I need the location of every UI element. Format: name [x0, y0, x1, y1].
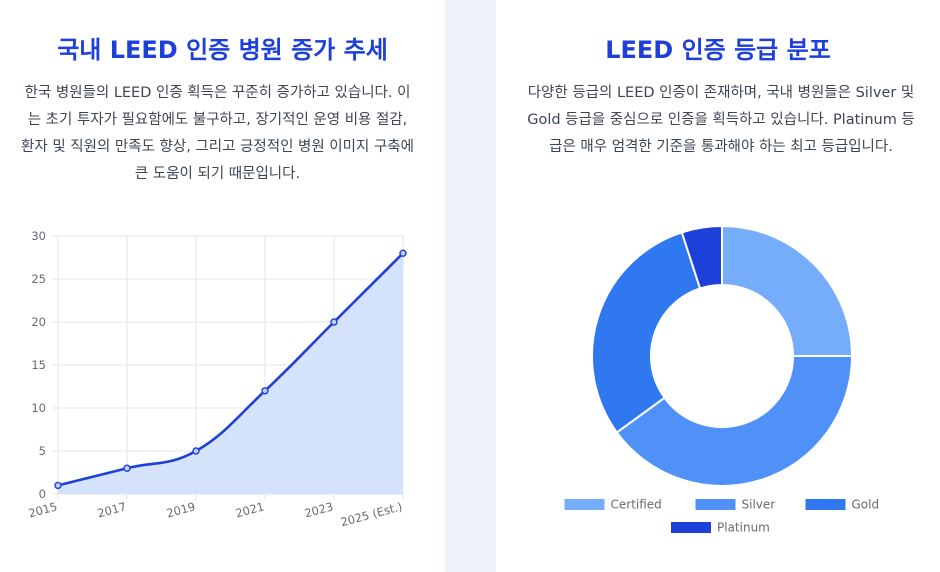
x-tick-label: 2025 (Est.): [339, 499, 404, 529]
distribution-title: LEED 인증 등급 분포: [605, 36, 831, 64]
legend-swatch: [564, 499, 605, 510]
donut-slice-platinum[interactable]: [680, 224, 723, 290]
y-tick-label: 0: [39, 487, 46, 501]
legend-item-silver[interactable]: Silver: [695, 498, 776, 512]
legend-swatch: [695, 499, 736, 510]
x-tick-label: 2021: [234, 499, 266, 520]
trend-description: 한국 병원들의 LEED 인증 획득은 꾸준히 증가하고 있습니다. 이는 초기…: [21, 85, 414, 182]
x-tick-label: 2017: [96, 499, 128, 520]
y-tick-label: 15: [31, 358, 46, 372]
legend-label: Gold: [852, 498, 880, 512]
grade-donut-chart: Certified Silver Gold Platinum: [564, 224, 880, 535]
trend-data-point[interactable]: [192, 447, 200, 455]
legend-swatch: [805, 499, 846, 510]
y-tick-label: 5: [39, 444, 46, 458]
trend-area-fill: [58, 253, 403, 494]
trend-line-chart: 0 5 10 15 20 25 30 2015 2017 2019 2021 2023 2025 (E…: [27, 229, 407, 529]
legend-item-platinum[interactable]: Platinum: [671, 521, 770, 535]
trend-data-point[interactable]: [261, 387, 269, 395]
distribution-description: 다양한 등급의 LEED 인증이 존재하며, 국내 병원들은 Silver 및 …: [527, 85, 915, 155]
y-tick-label: 20: [31, 315, 46, 329]
y-tick-label: 10: [31, 401, 46, 415]
donut-slice-certified[interactable]: [721, 224, 854, 357]
x-tick-label: 2023: [303, 499, 335, 520]
trend-data-point[interactable]: [399, 249, 407, 257]
legend-label: Platinum: [717, 521, 770, 535]
donut-slice-silver[interactable]: [615, 355, 854, 487]
y-tick-label: 25: [31, 272, 46, 286]
trend-data-point[interactable]: [330, 318, 338, 326]
legend-item-certified[interactable]: Certified: [564, 498, 662, 512]
donut-slice-gold[interactable]: [591, 231, 702, 434]
y-tick-label: 30: [31, 229, 46, 243]
legend-item-gold[interactable]: Gold: [805, 498, 880, 512]
legend-swatch: [671, 522, 711, 533]
trend-card: 국내 LEED 인증 병원 증가 추세 한국 병원들의 LEED 인증 획득은 …: [0, 0, 445, 572]
distribution-card: LEED 인증 등급 분포 다양한 등급의 LEED 인증이 존재하며, 국내 …: [496, 0, 940, 572]
x-tick-label: 2019: [165, 499, 197, 520]
trend-title: 국내 LEED 인증 병원 증가 추세: [57, 36, 388, 64]
x-tick-label: 2015: [27, 499, 59, 520]
trend-data-point[interactable]: [54, 481, 62, 490]
legend-label: Silver: [742, 498, 776, 512]
trend-data-point[interactable]: [123, 464, 131, 472]
legend-label: Certified: [611, 498, 662, 512]
